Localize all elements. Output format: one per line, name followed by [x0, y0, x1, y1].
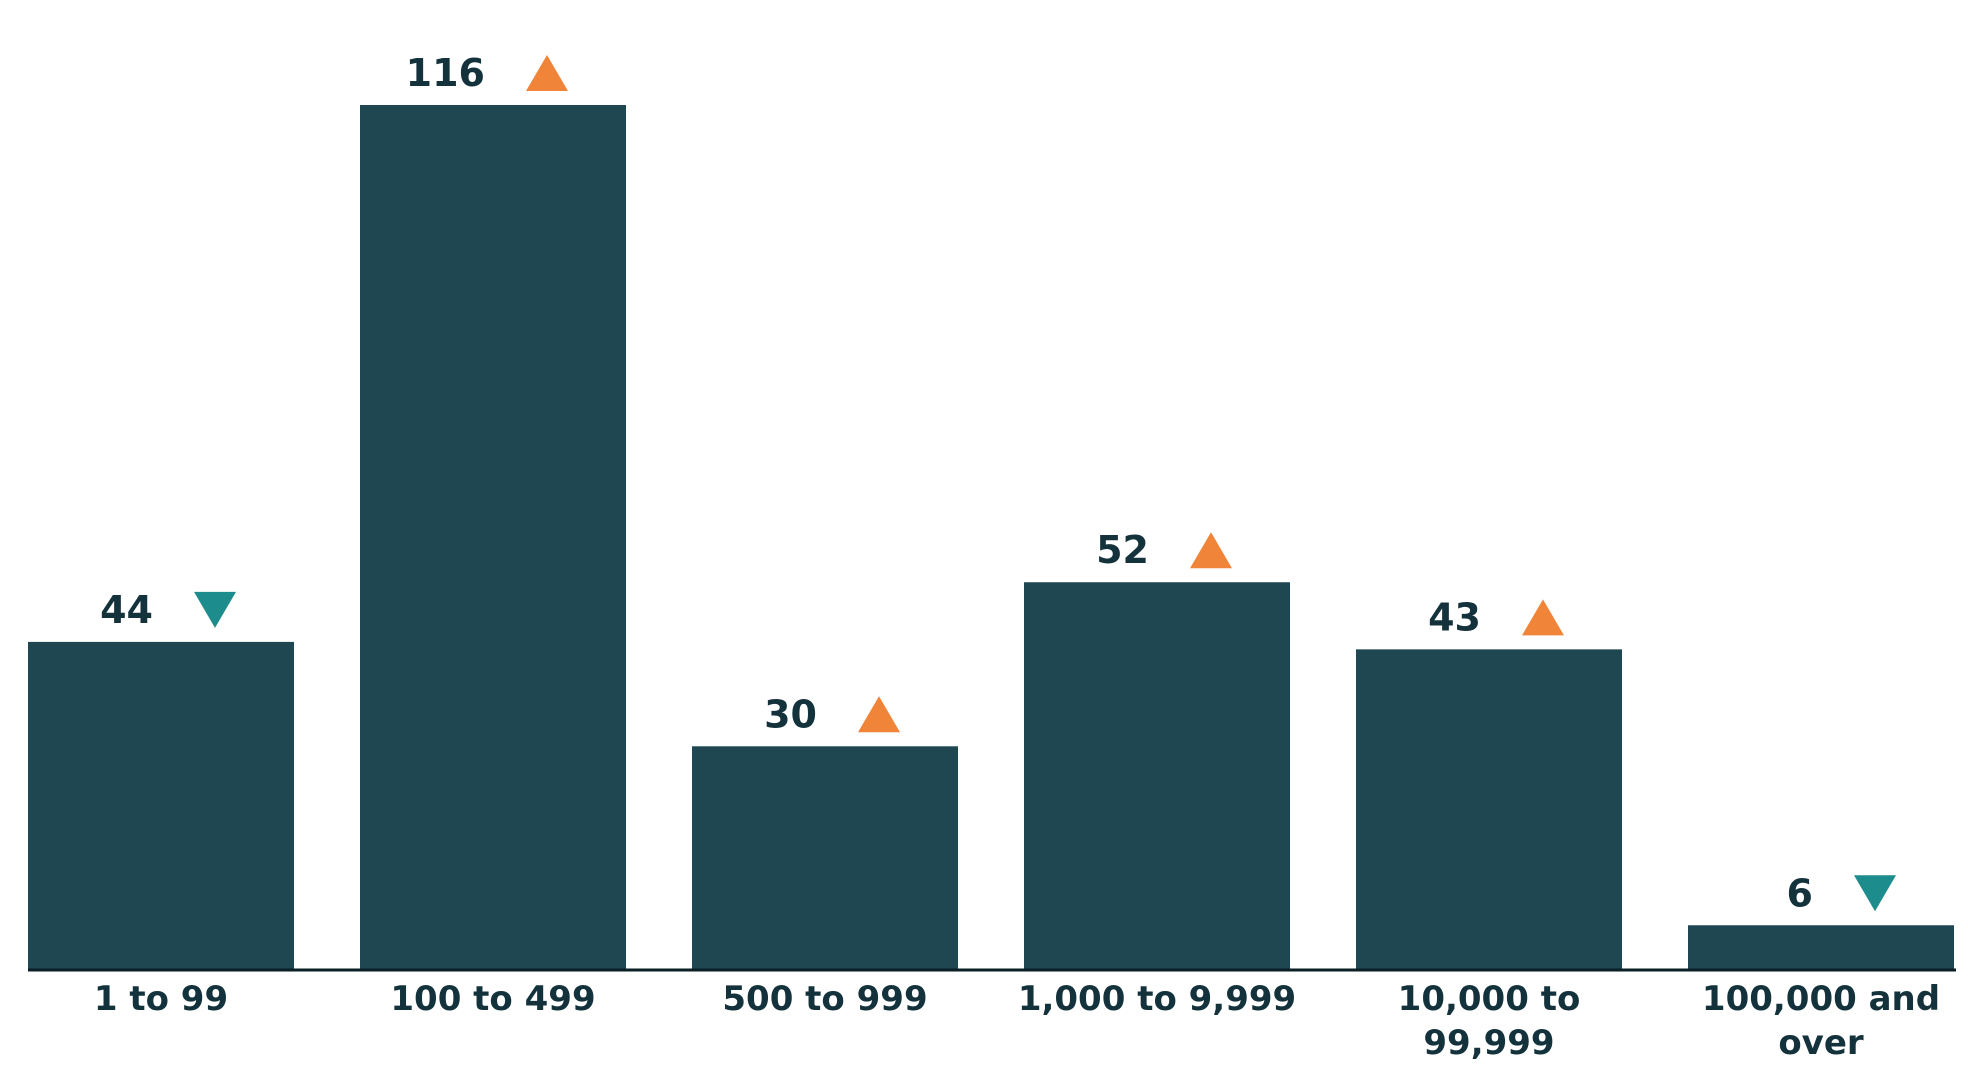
x-tick-label-3: 1,000 to 9,999: [1018, 979, 1296, 1019]
x-tick-label-1: 100 to 499: [390, 979, 595, 1019]
value-label-1: 116: [406, 51, 485, 95]
bar-3: [1024, 582, 1290, 970]
x-tick-label-0: 1 to 99: [94, 979, 228, 1019]
x-tick-label-2: 500 to 999: [722, 979, 927, 1019]
triangle-up-icon: [526, 55, 568, 91]
bars-group: [28, 105, 1954, 970]
triangle-up-icon: [1190, 532, 1232, 569]
triangle-down-icon: [1854, 875, 1896, 912]
value-labels-group: 44 116 30 52 43 6: [100, 51, 1813, 915]
x-tick-labels-group: 1 to 99 100 to 499 500 to 999 1,000 to 9,99…: [94, 979, 1940, 1063]
trend-icons-group: [194, 55, 1896, 912]
x-tick-label-5: 100,000 and over: [1702, 979, 1940, 1063]
value-label-0: 44: [100, 588, 153, 632]
x-tick-label-4: 10,000 to 99,999: [1398, 979, 1581, 1063]
value-label-5: 6: [1787, 871, 1813, 915]
value-label-3: 52: [1096, 528, 1149, 572]
value-label-4: 43: [1428, 595, 1481, 639]
triangle-up-icon: [858, 696, 900, 733]
value-label-2: 30: [764, 692, 817, 736]
bar-1: [360, 105, 626, 970]
bar-5: [1688, 925, 1954, 970]
bar-0: [28, 641, 294, 970]
triangle-down-icon: [194, 591, 236, 628]
triangle-up-icon: [1522, 599, 1564, 636]
bar-4: [1356, 649, 1622, 970]
bar-2: [692, 746, 958, 970]
